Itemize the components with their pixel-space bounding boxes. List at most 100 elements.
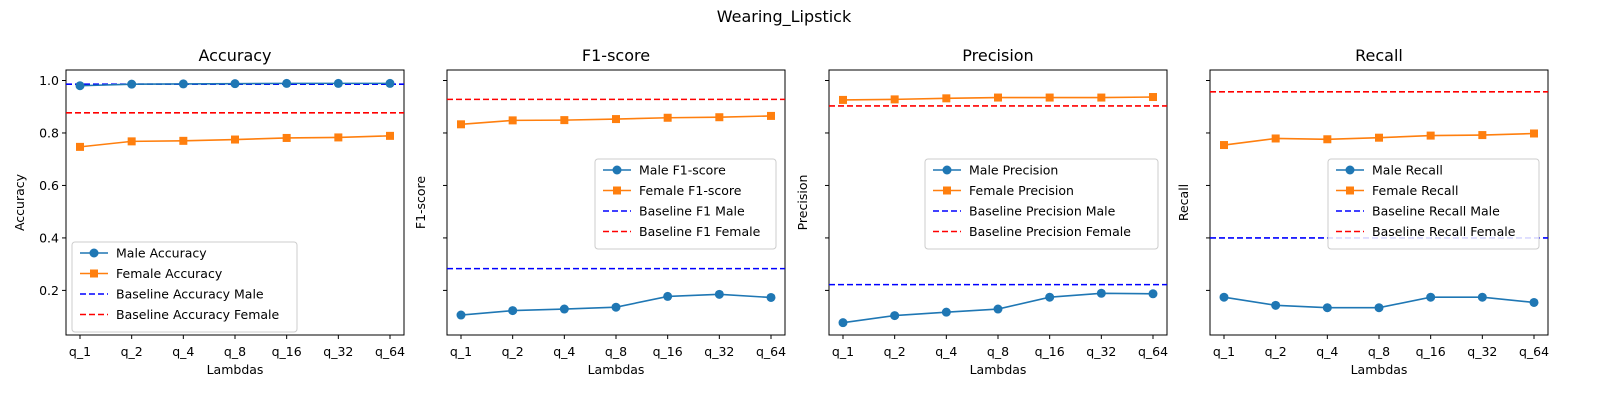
figure-suptitle: Wearing_Lipstick <box>717 7 852 27</box>
data-point <box>838 318 848 328</box>
data-point <box>282 78 292 88</box>
data-point <box>179 136 188 145</box>
legend-marker <box>1346 186 1354 195</box>
subplot-f1-score: F1-score q_1 q_2 q_4 q_8 q_16 q_32 q_64 Lambdas F… <box>413 46 786 377</box>
x-axis-label: Lambdas <box>970 362 1027 377</box>
x-tick-label: q_4 <box>172 344 194 359</box>
data-point <box>1096 288 1106 298</box>
y-tick-label: 0.4 <box>39 230 59 245</box>
data-point <box>386 131 394 140</box>
y-axis-label: Accuracy <box>12 173 27 231</box>
subplot-accuracy: Accuracy 0.2 0.4 0.6 0.8 1.0 q_1 q_2 q_4 q_8 q_16 q… <box>12 46 405 377</box>
x-tick-label: q_1 <box>832 344 854 359</box>
legend: Male Accuracy Female Accuracy Baseline Acc… <box>71 241 298 333</box>
x-tick-label: q_1 <box>450 344 472 359</box>
y-tick-label: 0.6 <box>39 178 59 193</box>
data-point <box>1477 292 1487 302</box>
legend-label: Male Recall <box>1372 163 1443 178</box>
data-point <box>1220 141 1228 150</box>
x-tick-label: q_64 <box>1138 344 1168 359</box>
legend-label: Baseline Recall Female <box>1372 224 1516 239</box>
x-tick-label: q_2 <box>502 344 524 359</box>
legend: Male Precision Female Precision Baseline P… <box>924 158 1159 250</box>
y-axis-label: Recall <box>1176 184 1191 221</box>
legend-label: Baseline F1 Male <box>639 204 745 219</box>
data-point <box>612 115 620 124</box>
subplot-title: Accuracy <box>198 46 271 65</box>
y-axis-label: Precision <box>795 175 810 231</box>
data-point <box>76 142 84 151</box>
legend-label: Male Precision <box>969 163 1058 178</box>
legend-marker <box>943 186 951 195</box>
data-point <box>766 292 776 302</box>
data-point <box>1097 93 1106 102</box>
y-tick-label: 0.8 <box>39 125 59 140</box>
data-point <box>333 78 343 88</box>
x-axis-label: Lambdas <box>1351 362 1408 377</box>
x-tick-label: q_16 <box>653 344 683 359</box>
data-point <box>560 116 569 125</box>
data-point <box>1323 135 1332 144</box>
legend-label: Baseline Accuracy Female <box>116 307 280 322</box>
x-tick-label: q_2 <box>121 344 143 359</box>
data-point <box>663 291 673 301</box>
legend: Male F1-score Female F1-score Baseline F1 … <box>594 158 777 250</box>
data-point <box>457 120 465 129</box>
y-tick-label: 0.2 <box>39 283 59 298</box>
legend-marker <box>90 269 98 278</box>
x-tick-label: q_2 <box>1265 344 1287 359</box>
x-tick-label: q_64 <box>1519 344 1549 359</box>
legend-label: Female F1-score <box>639 183 742 198</box>
data-point <box>714 289 724 299</box>
legend-marker <box>613 186 621 195</box>
x-tick-label: q_16 <box>1416 344 1446 359</box>
data-point <box>456 310 466 320</box>
data-point <box>282 133 291 142</box>
legend-label: Male F1-score <box>639 163 726 178</box>
data-point <box>611 302 621 312</box>
x-tick-label: q_4 <box>935 344 957 359</box>
data-point <box>1045 292 1055 302</box>
x-tick-label: q_8 <box>605 344 627 359</box>
legend-label: Female Precision <box>969 183 1074 198</box>
data-point <box>890 311 900 321</box>
data-point <box>993 304 1003 314</box>
legend-label: Baseline F1 Female <box>639 224 761 239</box>
data-point <box>508 306 518 316</box>
x-tick-label: q_8 <box>224 344 246 359</box>
data-point <box>385 78 395 88</box>
x-tick-label: q_64 <box>375 344 405 359</box>
x-tick-label: q_8 <box>987 344 1009 359</box>
data-point <box>334 133 343 142</box>
legend-label: Female Recall <box>1372 183 1458 198</box>
legend-box <box>1327 158 1540 250</box>
x-tick-label: q_1 <box>69 344 91 359</box>
legend-label: Baseline Accuracy Male <box>116 287 264 302</box>
data-point <box>890 95 899 104</box>
subplot-title: F1-score <box>582 46 650 65</box>
data-point <box>839 95 847 104</box>
y-axis-label: F1-score <box>413 176 428 230</box>
data-point <box>715 113 724 122</box>
x-tick-label: q_32 <box>1086 344 1116 359</box>
data-point <box>508 116 517 125</box>
data-point <box>1322 303 1332 313</box>
legend-label: Female Accuracy <box>116 266 223 281</box>
data-point <box>75 81 85 91</box>
data-point <box>994 93 1002 102</box>
x-tick-label: q_32 <box>323 344 353 359</box>
data-point <box>942 94 951 103</box>
data-point <box>1271 300 1281 310</box>
x-tick-label: q_8 <box>1368 344 1390 359</box>
data-point <box>1149 93 1157 102</box>
data-point <box>1426 292 1436 302</box>
data-point <box>230 79 240 89</box>
legend: Male Recall Female Recall Baseline Recall … <box>1327 158 1540 250</box>
subplot-title: Precision <box>962 46 1033 65</box>
x-axis-label: Lambdas <box>588 362 645 377</box>
data-point <box>1375 133 1383 142</box>
data-point <box>663 113 672 122</box>
data-point <box>127 79 137 89</box>
legend-marker <box>612 165 622 175</box>
data-point <box>1148 289 1158 299</box>
